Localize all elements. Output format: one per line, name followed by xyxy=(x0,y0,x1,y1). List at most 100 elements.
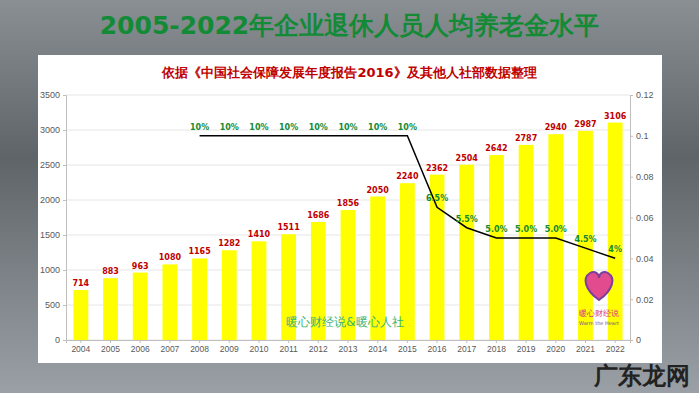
tick-mark xyxy=(526,340,527,343)
tick-mark xyxy=(63,130,66,131)
data-label: 963 xyxy=(132,262,149,271)
data-label: 1686 xyxy=(307,211,330,220)
data-label: 6.5% xyxy=(426,194,448,203)
tick: 2017 xyxy=(457,340,476,354)
tick-mark xyxy=(615,340,616,343)
tick-label: 2019 xyxy=(517,344,536,354)
tick-mark xyxy=(630,299,633,300)
tick-label: 2017 xyxy=(457,344,476,354)
tick: 2004 xyxy=(71,340,90,354)
bar xyxy=(519,145,534,340)
data-label: 2240 xyxy=(396,172,419,181)
tick-label: 2013 xyxy=(339,344,358,354)
tick-label: 0.04 xyxy=(636,254,654,264)
tick-label: 2021 xyxy=(576,344,595,354)
tick: 0 xyxy=(630,335,641,345)
tick-label: 0.02 xyxy=(636,295,654,305)
data-label: 1282 xyxy=(218,239,240,248)
tick-mark xyxy=(63,95,66,96)
data-labels: 7148839631080116512821410151116861856205… xyxy=(72,112,626,288)
tick: 2500 xyxy=(40,160,66,170)
data-label: 1080 xyxy=(159,253,182,262)
bar xyxy=(489,155,504,340)
tick-label: 2010 xyxy=(249,344,268,354)
axis: 2004200520062007200820092010201120122013… xyxy=(67,340,631,354)
bar xyxy=(548,134,563,340)
tick-mark xyxy=(318,340,319,343)
tick-label: 2015 xyxy=(398,344,417,354)
data-label: 10% xyxy=(190,123,209,132)
tick: 2022 xyxy=(606,340,625,354)
tick: 2011 xyxy=(279,340,298,354)
data-label: 10% xyxy=(279,123,298,132)
tick: 0.08 xyxy=(630,172,654,182)
tick-label: 0.08 xyxy=(636,172,654,182)
tick-label: 0.06 xyxy=(636,213,654,223)
data-label: 5.0% xyxy=(545,225,567,234)
bar xyxy=(162,264,177,340)
data-label: 3106 xyxy=(604,112,627,121)
axis-line xyxy=(67,341,631,344)
tick: 0.12 xyxy=(630,90,654,100)
tick-mark xyxy=(630,218,633,219)
tick: 2008 xyxy=(190,340,209,354)
tick-mark xyxy=(169,340,170,343)
bar xyxy=(252,241,267,340)
tick: 1000 xyxy=(40,265,66,275)
data-label: 1165 xyxy=(188,247,211,256)
tick-mark xyxy=(348,340,349,343)
tick-mark xyxy=(466,340,467,343)
data-label: 2504 xyxy=(456,154,479,163)
annotation: Warm the Heart xyxy=(579,320,619,326)
tick-mark xyxy=(199,340,200,343)
data-label: 10% xyxy=(398,123,417,132)
grid xyxy=(66,95,630,340)
tick: 0.1 xyxy=(630,131,649,141)
data-label: 5.0% xyxy=(485,225,507,234)
tick: 0.06 xyxy=(630,213,654,223)
data-label: 2050 xyxy=(367,186,390,195)
data-label: 2940 xyxy=(545,123,568,132)
tick-mark xyxy=(630,136,633,137)
tick-mark xyxy=(630,177,633,178)
tick-mark xyxy=(555,340,556,343)
tick-label: 2014 xyxy=(368,344,387,354)
grid-line xyxy=(66,95,630,96)
tick: 2020 xyxy=(546,340,565,354)
tick-mark xyxy=(437,340,438,343)
bar xyxy=(192,258,207,340)
data-label: 4% xyxy=(608,245,622,254)
data-label: 4.5% xyxy=(574,235,596,244)
tick-label: 2016 xyxy=(428,344,447,354)
tick: 3000 xyxy=(40,125,66,135)
tick: 2019 xyxy=(517,340,536,354)
panel xyxy=(38,55,662,363)
tick-mark xyxy=(585,340,586,343)
tick: 2021 xyxy=(576,340,595,354)
tick-label: 1000 xyxy=(40,265,60,275)
tick-label: 2007 xyxy=(160,344,179,354)
bar xyxy=(608,123,623,340)
tick: 2006 xyxy=(131,340,150,354)
marks xyxy=(73,123,622,340)
data-label: 1410 xyxy=(248,230,271,239)
tick: 2016 xyxy=(428,340,447,354)
tick-label: 0 xyxy=(636,335,641,345)
tick-mark xyxy=(258,340,259,343)
tick-label: 2011 xyxy=(279,344,298,354)
tick: 2000 xyxy=(40,195,66,205)
tick: 2018 xyxy=(487,340,506,354)
tick-label: 2500 xyxy=(40,160,60,170)
line xyxy=(200,136,616,259)
tick: 2007 xyxy=(160,340,179,354)
tick-label: 2009 xyxy=(220,344,239,354)
bar xyxy=(133,273,148,340)
tick-mark xyxy=(63,165,66,166)
subtitle: 依据《中国社会保障发展年度报告2016》及其他人社部数据整理 xyxy=(161,65,536,80)
axis: 0 0.02 0.04 0.06 0.08 0.1 0.12 xyxy=(630,90,654,345)
data-label: 10% xyxy=(368,123,387,132)
tick-label: 2012 xyxy=(309,344,328,354)
tick: 0 xyxy=(55,335,66,345)
bar xyxy=(459,165,474,340)
tick: 2015 xyxy=(398,340,417,354)
